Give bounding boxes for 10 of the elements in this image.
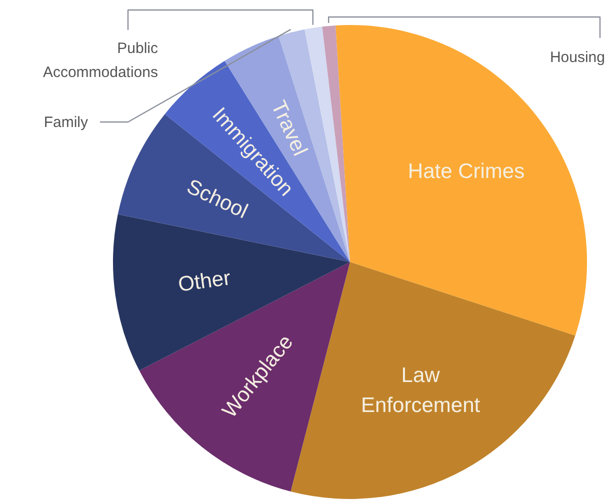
pie-slice <box>139 262 350 492</box>
pie-slice <box>164 60 350 262</box>
slice-label: Law Enforcement <box>361 364 480 417</box>
slice-label: Other <box>176 266 232 296</box>
pie-slice <box>322 25 350 262</box>
slice-label: Housing <box>550 49 605 66</box>
slice-label: Hate Crimes <box>408 160 525 184</box>
slice-label: Family <box>44 114 88 131</box>
pie-slice <box>290 262 576 499</box>
slice-label: Public Accommodations <box>42 40 158 81</box>
